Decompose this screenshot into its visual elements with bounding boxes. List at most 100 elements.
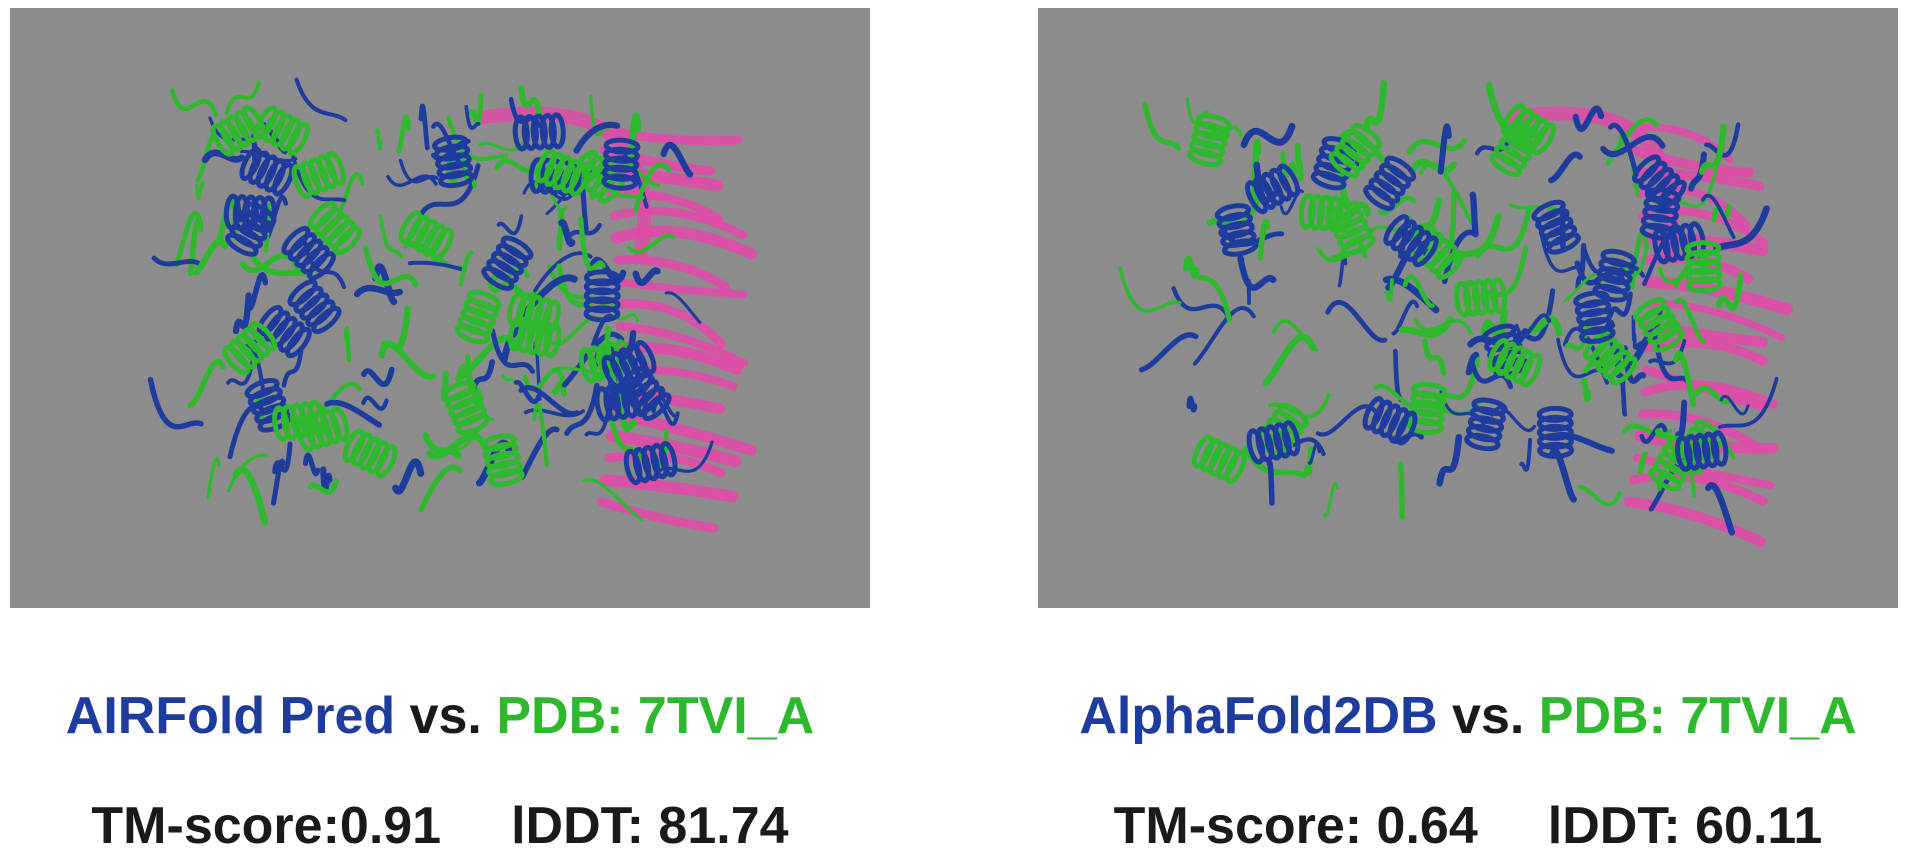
- protein-coil: [567, 385, 597, 433]
- protein-coil: [1142, 335, 1196, 370]
- protein-coil: [1298, 145, 1301, 178]
- protein-coil: [1425, 341, 1444, 373]
- helix-turn: [1466, 433, 1500, 451]
- protein-coil: [190, 362, 223, 405]
- protein-helix: [342, 429, 399, 479]
- protein-helix: [1466, 398, 1507, 451]
- protein-coil: [1584, 381, 1588, 399]
- tm-score-value: TM-score:0.91: [91, 800, 441, 852]
- lddt-value: lDDT: 60.11: [1548, 800, 1823, 852]
- protein-coil: [421, 467, 460, 510]
- protein-coil: [236, 295, 249, 331]
- rna-strand: [601, 502, 713, 528]
- vs-label: vs.: [410, 687, 482, 745]
- protein-coil: [1402, 319, 1450, 335]
- protein-coil: [1579, 487, 1619, 504]
- protein-structure-image: [10, 8, 870, 608]
- comparison-panel-alphafold: AlphaFold2DB vs. PDB: 7TVI_A TM-score: 0…: [1038, 0, 1898, 866]
- protein-coil: [275, 444, 290, 472]
- structure-viewport[interactable]: [10, 8, 870, 608]
- lddt-value: lDDT: 81.74: [511, 800, 788, 852]
- protein-coil: [236, 470, 265, 523]
- helix-turn: [595, 388, 612, 421]
- protein-helix: [442, 379, 490, 436]
- protein-coil: [1186, 259, 1196, 276]
- protein-coil: [1120, 268, 1180, 311]
- protein-coil: [297, 80, 346, 120]
- protein-coil: [323, 469, 329, 489]
- protein-coil: [364, 369, 392, 384]
- protein-coil: [499, 216, 522, 233]
- protein-coil: [377, 130, 380, 150]
- protein-coil: [421, 106, 427, 148]
- protein-coil: [1241, 258, 1274, 287]
- helix-turn: [1223, 238, 1257, 256]
- protein-coil: [1260, 222, 1267, 258]
- protein-helix: [238, 147, 295, 197]
- protein-coil: [388, 176, 436, 185]
- score-line: TM-score:0.91 lDDT: 81.74: [0, 800, 890, 852]
- protein-coil: [559, 211, 561, 248]
- protein-helix: [397, 210, 454, 261]
- rna-strand: [1647, 343, 1763, 361]
- protein-coil: [1551, 155, 1580, 181]
- tm-score-value: TM-score: 0.64: [1114, 800, 1478, 852]
- reference-label: PDB: 7TVI_A: [1539, 687, 1857, 745]
- protein-coil: [1452, 193, 1454, 241]
- protein-coil: [363, 398, 386, 409]
- rna-strand: [605, 480, 732, 497]
- protein-helix: [508, 317, 561, 357]
- protein-coil: [1244, 126, 1292, 144]
- protein-coil: [503, 376, 512, 380]
- protein-coil: [1521, 440, 1530, 470]
- prediction-label: AIRFold Pred: [66, 687, 395, 745]
- protein-coil: [1410, 141, 1465, 152]
- score-line: TM-score: 0.64 lDDT: 60.11: [1018, 800, 1918, 852]
- helix-turn: [586, 308, 618, 320]
- protein-coil: [399, 117, 409, 151]
- protein-coil: [1195, 308, 1254, 364]
- protein-coil: [1400, 464, 1402, 517]
- comparison-title: AlphaFold2DB vs. PDB: 7TVI_A: [1018, 690, 1918, 742]
- protein-coil: [1324, 483, 1337, 516]
- prediction-label: AlphaFold2DB: [1079, 687, 1437, 745]
- protein-coil: [1633, 317, 1634, 347]
- protein-coil: [461, 253, 472, 285]
- protein-coil: [208, 459, 219, 498]
- protein-coil: [396, 462, 421, 491]
- protein-helix: [1191, 435, 1248, 484]
- comparison-panel-airfold: AIRFold Pred vs. PDB: 7TVI_A TM-score:0.…: [10, 0, 870, 866]
- protein-coil: [1189, 399, 1194, 410]
- protein-coil: [522, 429, 556, 477]
- protein-coil: [471, 95, 481, 122]
- protein-coil: [1328, 302, 1385, 340]
- protein-coil: [382, 309, 408, 356]
- protein-helix: [1363, 154, 1417, 212]
- helix-turn: [489, 468, 523, 487]
- helix-turn: [579, 348, 598, 382]
- protein-coil: [197, 182, 203, 198]
- helix-turn: [1455, 283, 1470, 316]
- protein-coil: [172, 90, 216, 115]
- protein-coil: [381, 216, 402, 256]
- helix-turn: [1188, 148, 1222, 167]
- comparison-title: AIRFold Pred vs. PDB: 7TVI_A: [0, 690, 890, 742]
- protein-coil: [1440, 437, 1459, 483]
- protein-coil: [346, 329, 349, 360]
- protein-helix: [307, 200, 364, 257]
- protein-coil: [1269, 463, 1272, 503]
- reference-label: PDB: 7TVI_A: [496, 687, 814, 745]
- structure-viewport[interactable]: [1038, 8, 1898, 608]
- protein-coil: [636, 271, 658, 283]
- protein-coil: [1473, 195, 1476, 234]
- protein-coil: [196, 241, 225, 272]
- protein-coil: [1366, 83, 1384, 129]
- vs-label: vs.: [1452, 687, 1524, 745]
- protein-coil: [1478, 209, 1529, 256]
- protein-coil: [410, 263, 464, 271]
- protein-coil: [534, 404, 547, 465]
- protein-coil: [249, 275, 265, 308]
- protein-structure-image: [1038, 8, 1898, 608]
- protein-coil: [1265, 337, 1312, 383]
- protein-coil: [305, 455, 317, 474]
